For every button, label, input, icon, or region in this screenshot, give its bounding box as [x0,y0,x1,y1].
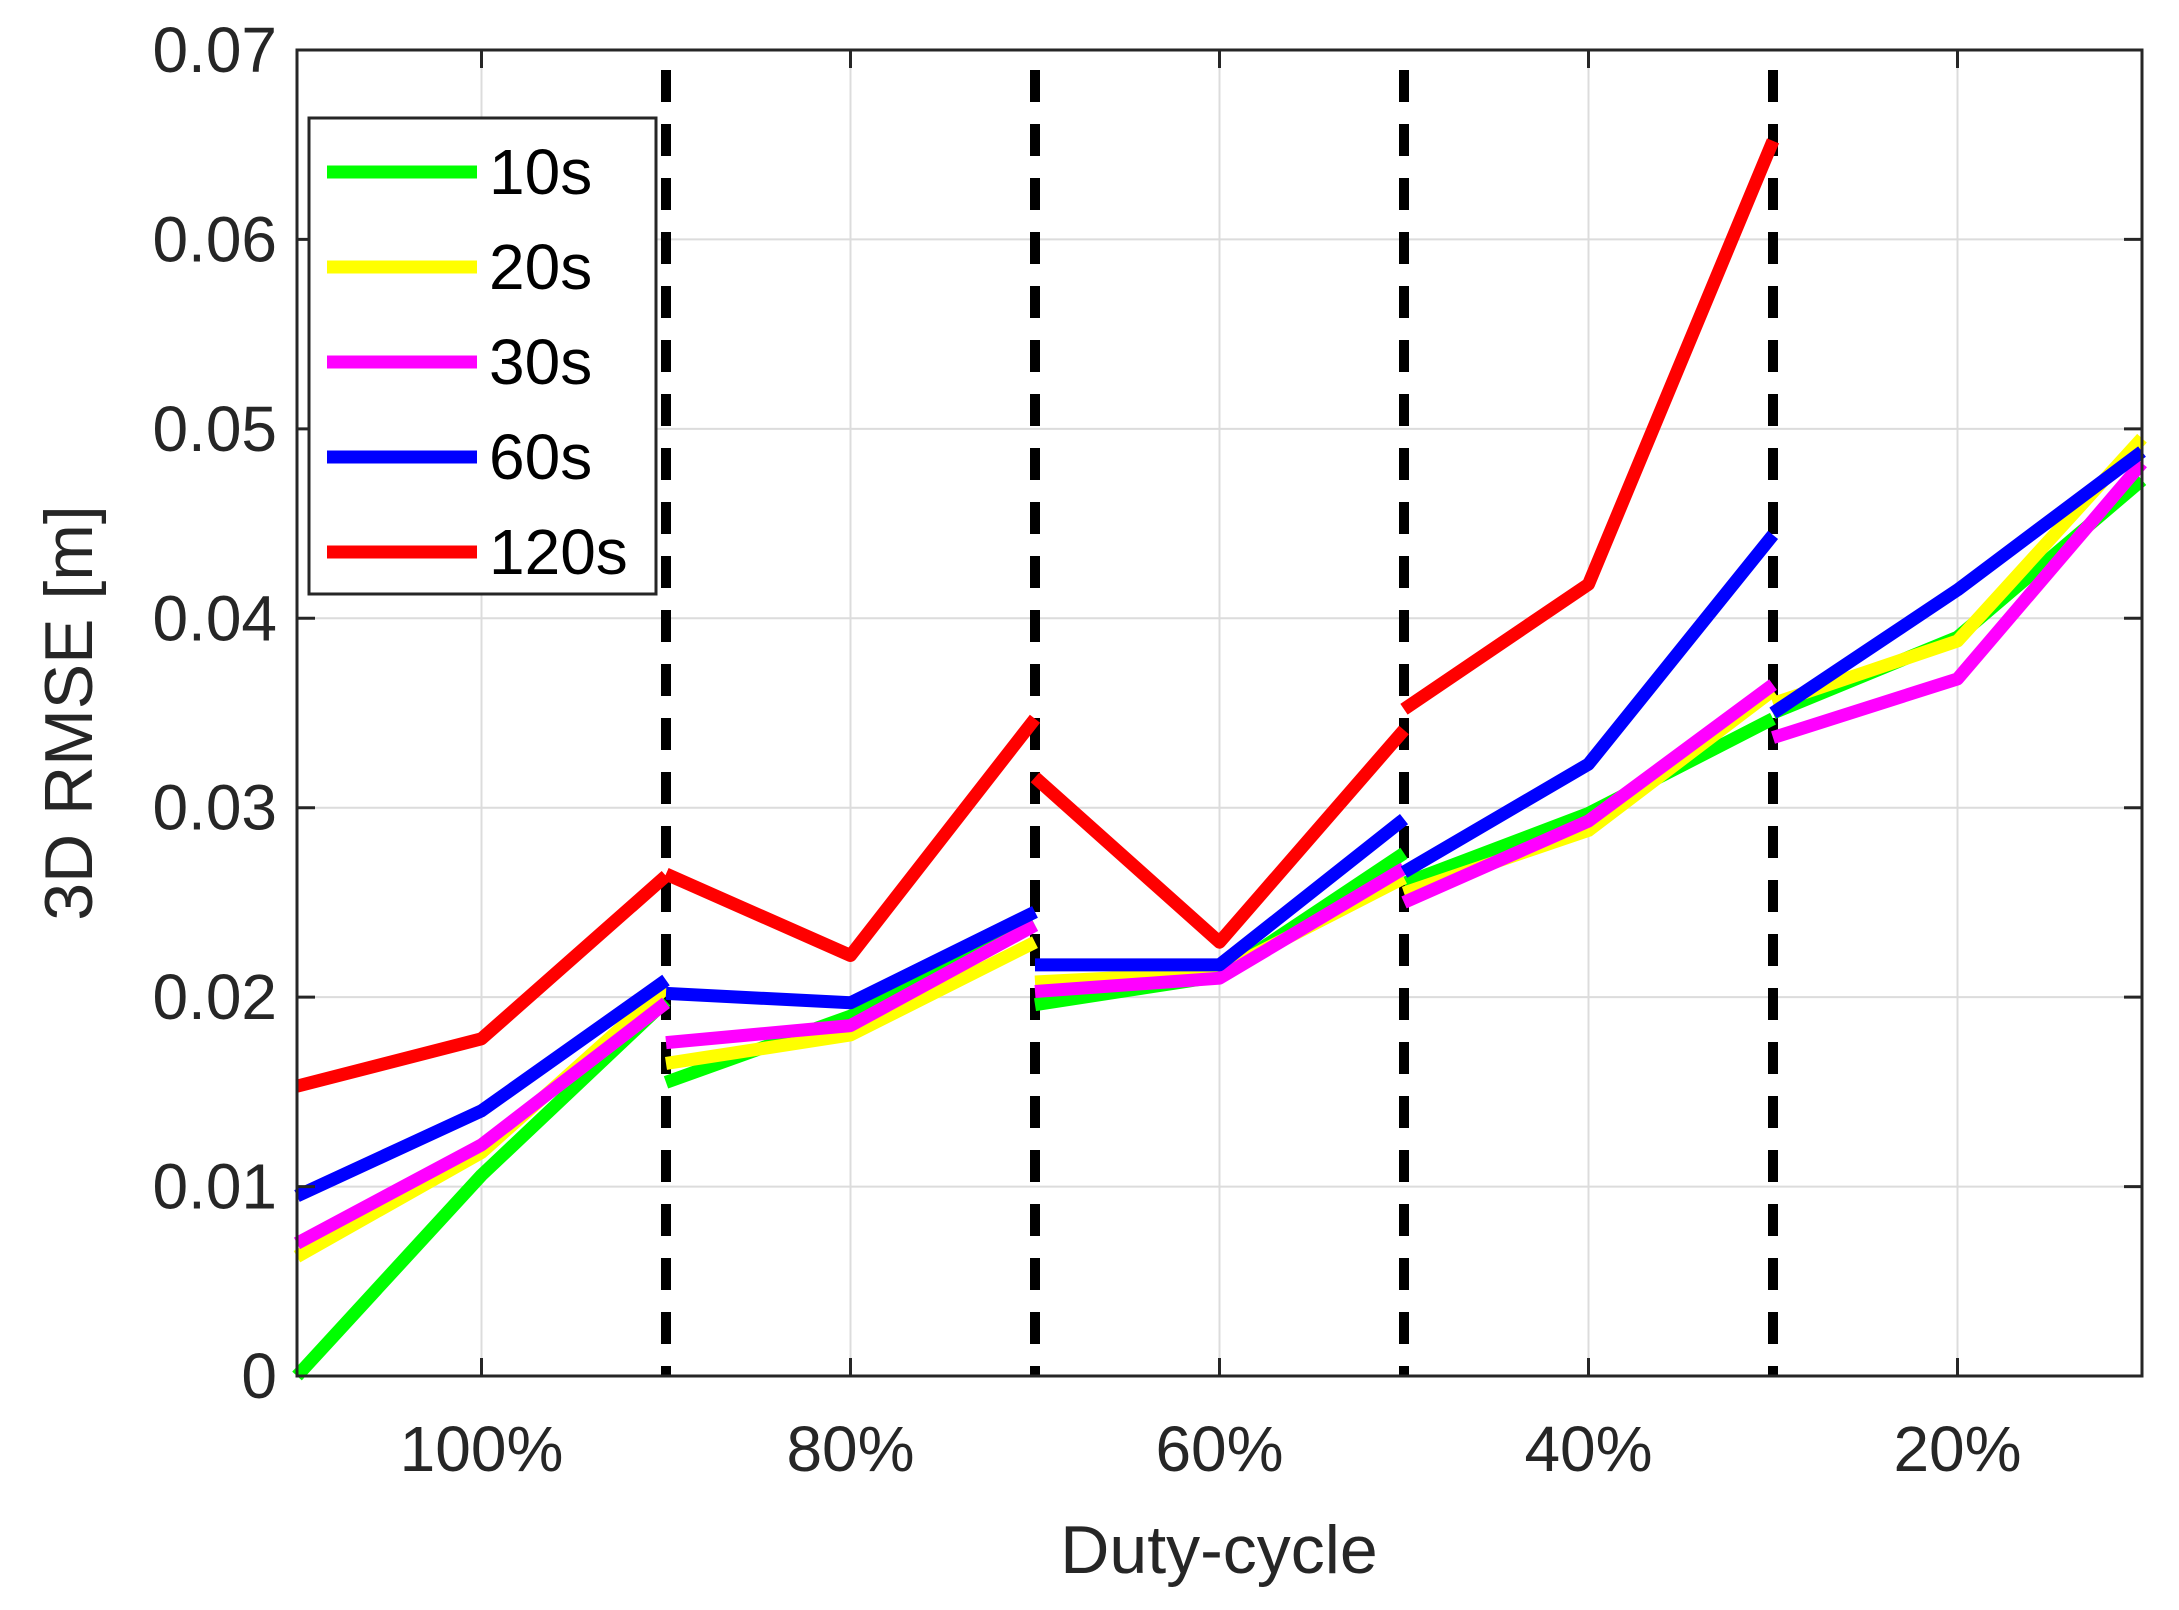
y-tick-label: 0.05 [152,393,277,465]
series-30s-segment [1771,458,2147,744]
y-tick-label: 0.02 [152,961,277,1033]
tick-layer [297,48,2142,1378]
series-30s-segment [1034,862,1408,998]
legend-label-10s: 10s [489,136,592,208]
legend-entries: 10s 20s 30s 60s 120s [327,136,628,588]
series-120s-segment [1400,138,1780,715]
series-120s [295,138,1780,1093]
series-60s-segment [1769,446,2146,719]
series-30s [293,458,2147,1250]
series-20s-segment [1770,433,2147,710]
y-tick-label: 0.07 [152,14,277,86]
y-axis-title: 3D RMSE [m] [31,505,107,921]
series-layer [292,138,2147,1381]
x-tick-label: 60% [1155,1413,1283,1485]
y-tick-label: 0.03 [152,772,277,844]
series-60s [294,446,2146,1202]
legend-label-120s: 120s [489,516,628,588]
x-tick-label: 20% [1893,1413,2021,1485]
series-60s-segment [294,974,670,1202]
x-tick-label: 80% [786,1413,914,1485]
y-tick-label: 0.06 [152,203,277,275]
series-60s-segment [1400,530,1779,878]
series-120s-segment [663,714,1041,962]
series-120s-segment [295,871,671,1093]
x-axis-title: Duty-cycle [1060,1512,1377,1588]
legend-label-30s: 30s [489,326,592,398]
y-tick-label: 0.01 [152,1151,277,1223]
series-20s-segment [665,936,1038,1070]
x-tick-labels: 100% 80% 60% 40% 20% [400,1413,2022,1485]
legend-label-60s: 60s [489,421,592,493]
x-tick-label: 40% [1524,1413,1652,1485]
y-tick-label: 0 [241,1340,277,1412]
series-120s-segment [1030,725,1409,949]
legend-label-20s: 20s [489,231,592,303]
series-30s-segment [1401,679,1777,909]
legend: 10s 20s 30s 60s 120s [307,116,658,596]
series-60s-segment [665,906,1038,1010]
y-tick-labels: 0 0.01 0.02 0.03 0.04 0.05 0.06 0.07 [152,14,277,1412]
series-30s-segment [293,997,670,1250]
series-10s-segment [292,996,671,1381]
series-60s-segment [1035,814,1409,972]
x-tick-label: 100% [400,1413,564,1485]
y-tick-label: 0.04 [152,582,277,654]
series-30s-segment [665,919,1039,1050]
